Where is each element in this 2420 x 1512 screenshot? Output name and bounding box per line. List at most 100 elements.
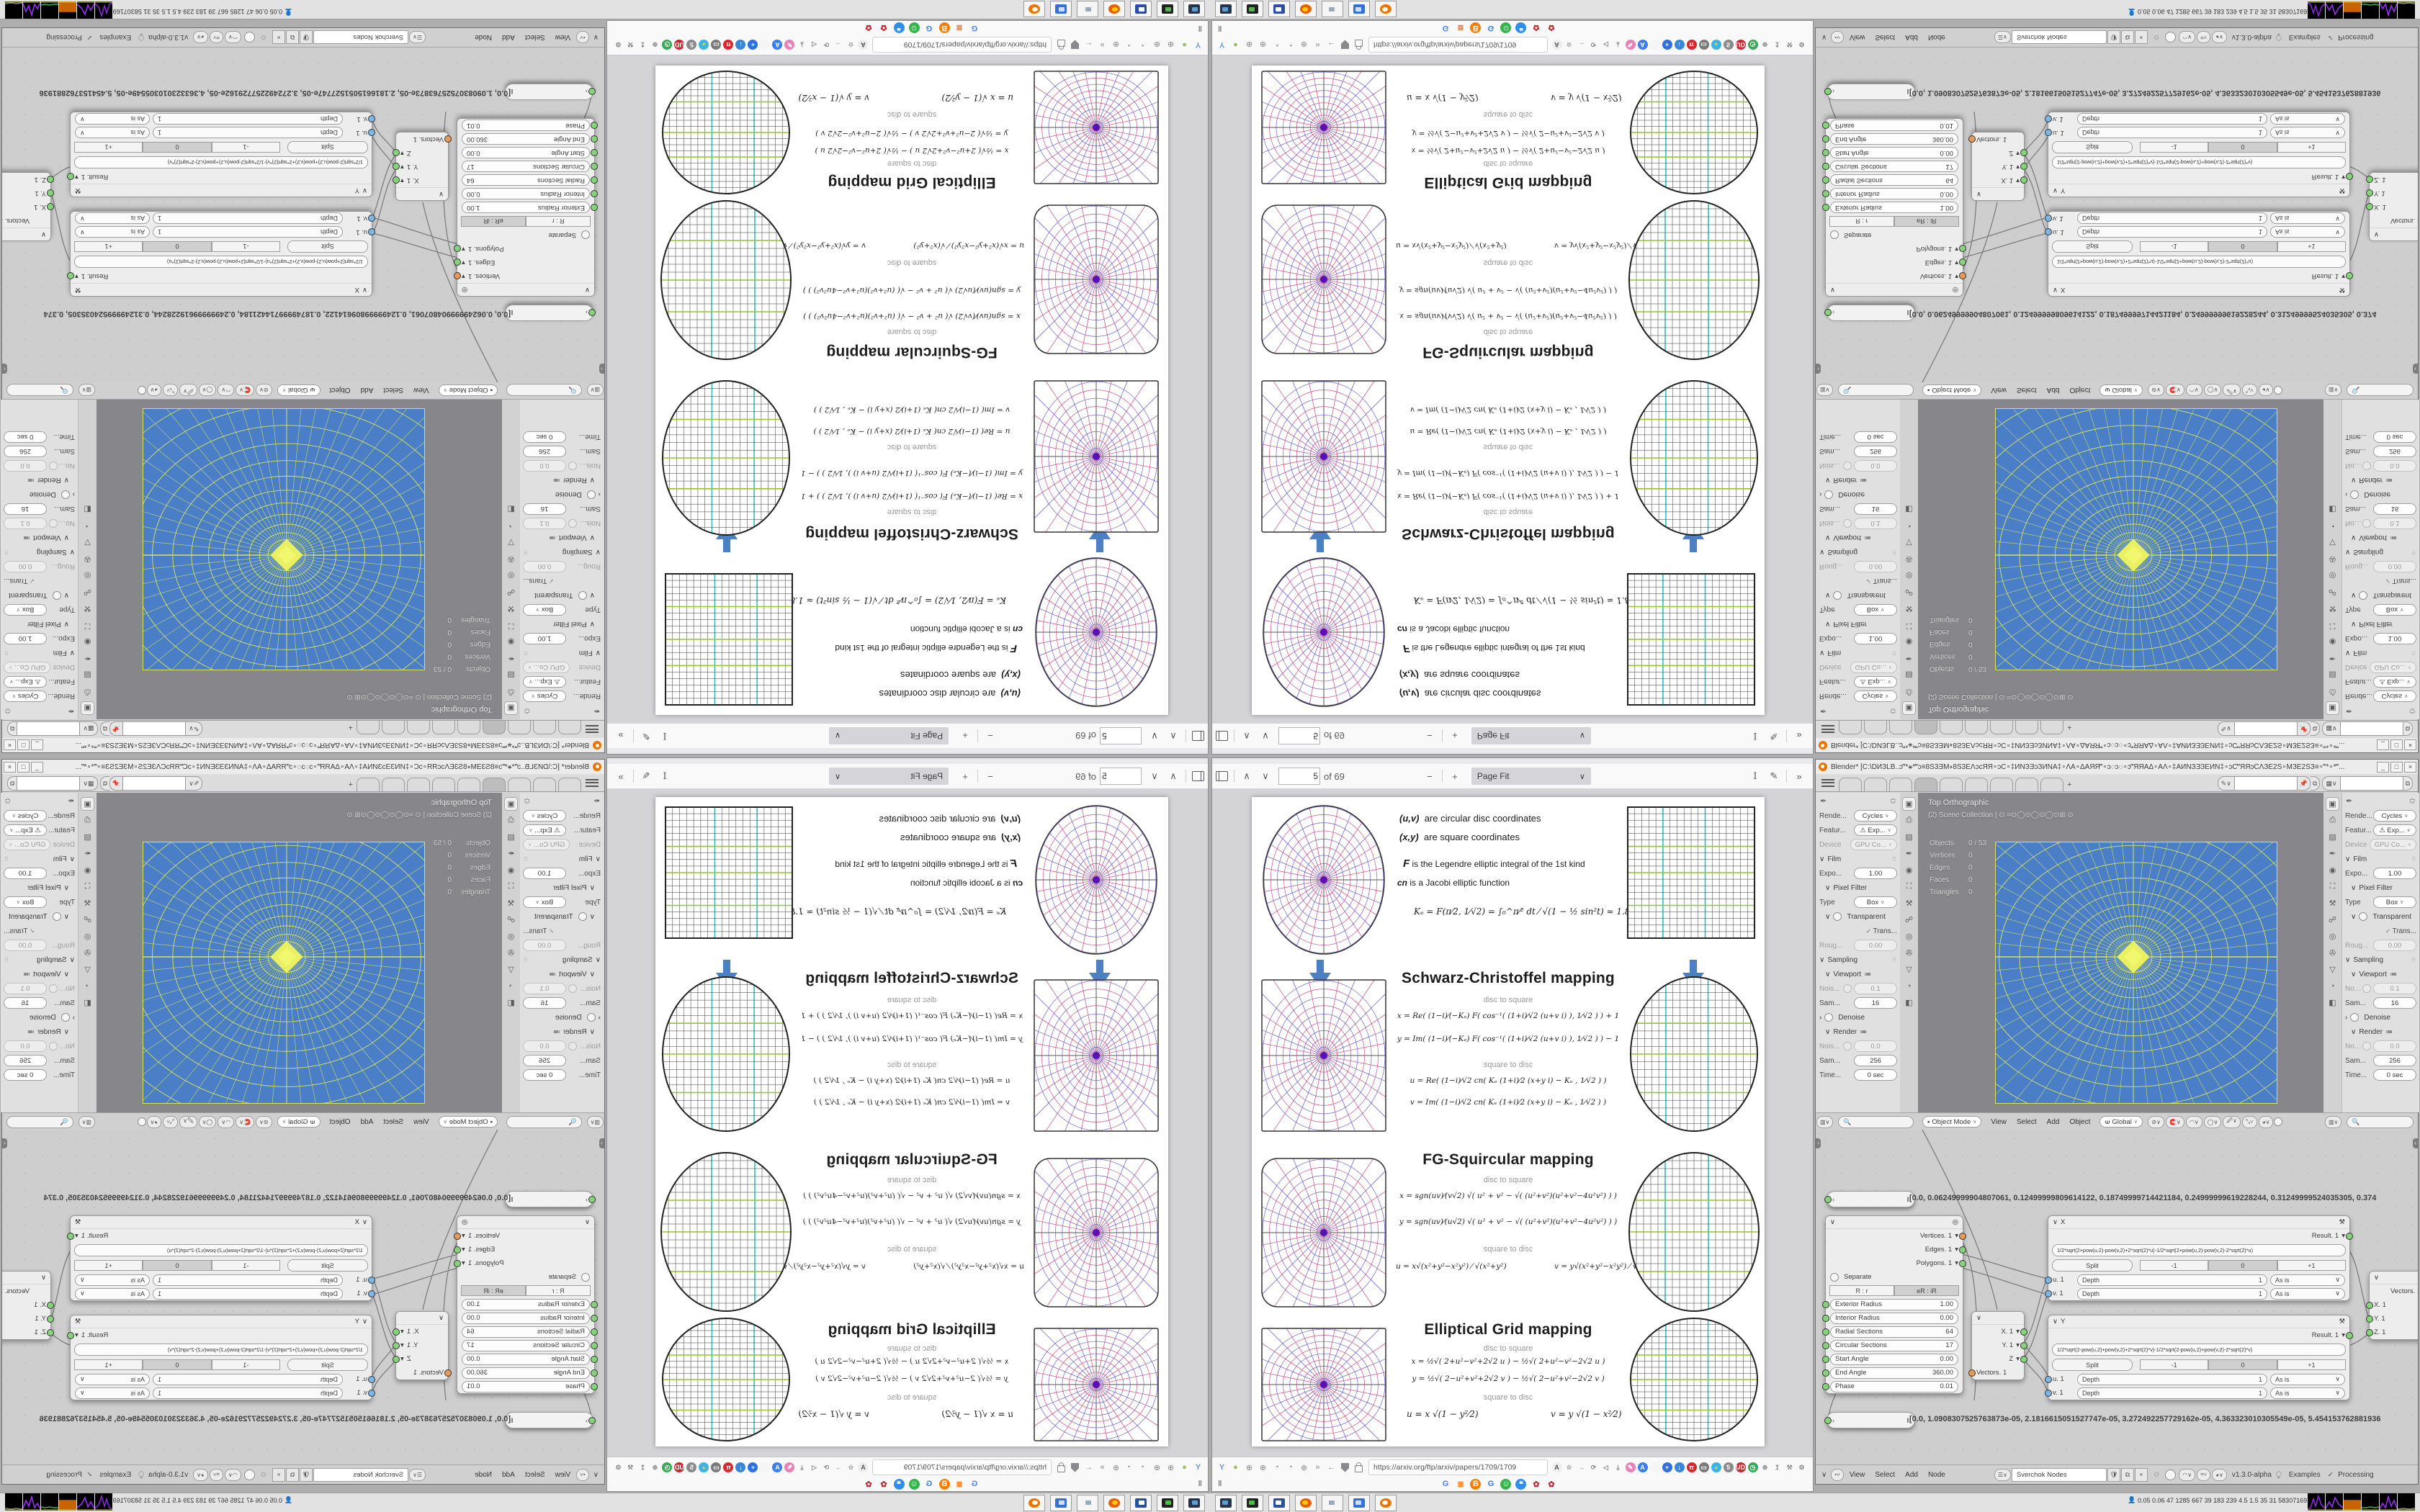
google-icon[interactable]: G [1442,24,1449,32]
taskbar-icon-blender[interactable] [1375,1,1397,17]
property-value[interactable]: 0 sec [4,431,47,443]
property-row-roug[interactable]: Roug... 0.00 [1,938,78,953]
checkbox-icon[interactable] [60,490,70,499]
workspace-tab[interactable] [558,778,581,791]
property-row-featur[interactable]: Featur... ⚠ Exp... ∨ [1,675,78,689]
socket-icon[interactable] [2020,1356,2027,1363]
brush-button[interactable]: 🖉∨ [179,1115,197,1128]
toggle-icon[interactable] [568,984,577,993]
param-slider[interactable]: Circular Sections 17 [1830,161,1958,173]
property-value[interactable]: 0.00 [1854,940,1897,951]
properties-tab-icon[interactable]: ◔ [85,521,90,531]
brush-button[interactable]: 🖉∨ [2223,1115,2241,1128]
ring-param-row[interactable]: Circular Sections 17 [457,1338,598,1352]
clock-icon[interactable]: ◷ [1747,40,1758,50]
ring-param-row[interactable]: Start Angle 0.00 [457,1352,598,1366]
proportional-button[interactable]: ◠∨ [2185,1115,2202,1128]
sidebar-toggle-button[interactable] [1214,728,1229,744]
checkbox-icon[interactable] [52,912,61,921]
checkbox-icon[interactable] [586,490,596,499]
properties-tab-icon[interactable]: ✇ [507,554,515,563]
sverchok-node-editor[interactable]: › ‹ › ‖ [0.0, 0.06249999904807061, 0.1249… [2,28,604,382]
socket-icon[interactable] [1822,1342,1829,1349]
workspace-tab[interactable] [2040,778,2063,791]
viewer-node-collapsed[interactable]: › ‖ [505,1412,596,1428]
editor-type-button[interactable]: ▥∨ [78,384,95,397]
mode-option[interactable]: eR : iR [1894,216,1959,227]
ring-mode-switch[interactable]: R : r eR : iR [1829,216,1959,227]
property-row-denoise[interactable]: › Denoise [520,487,604,502]
property-row-type[interactable]: Type Box ∨ [2342,603,2419,617]
param-slider[interactable]: Start Angle 0.00 [462,1353,590,1365]
property-row-roug[interactable]: Roug... 0.00 [520,938,604,953]
properties-tab-icon[interactable]: ✒ [507,654,515,662]
snapping-button[interactable]: ⌗∨ [209,31,223,44]
properties-tab-icon[interactable]: ⛶ [508,882,514,891]
wrap-switch[interactable]: -1 0 +1 [2140,142,2346,153]
mode-select[interactable]: ▪ Object Mode ∨ [438,384,498,396]
mode-select[interactable]: ▪ Object Mode ∨ [1922,384,1982,396]
socket-icon[interactable] [2366,176,2373,183]
maximize-button[interactable]: □ [17,761,30,773]
asis-select[interactable]: As is ∨ [2270,127,2345,139]
brush-icon[interactable]: ✎ [1625,40,1636,50]
proportional-edit-button[interactable]: ◠∨ [2179,31,2196,44]
wrap-option[interactable]: -1 [2140,1260,2209,1271]
pin-icon[interactable]: ✩ [260,33,267,42]
plus-circle-icon[interactable]: + [748,1462,758,1472]
menu-node[interactable]: Node [475,33,493,42]
property-value[interactable]: 0 sec [1854,1069,1897,1081]
properties-tab-icon[interactable]: ▽ [508,538,514,546]
property-value[interactable]: 1.00 [4,633,47,644]
socket-icon[interactable] [2020,176,2027,184]
chat-icon[interactable]: ❝ [1515,1478,1527,1490]
oval-icon[interactable] [1649,1462,1660,1472]
property-row-transparent[interactable]: ∨ Transparent [1816,588,1900,603]
property-value[interactable]: 1.00 [523,633,566,644]
workspace-tab[interactable] [508,778,531,791]
maximize-button[interactable]: □ [2390,739,2403,751]
properties-tab-icon[interactable]: ▽ [1906,966,1912,974]
property-value[interactable]: 0.0 [2373,460,2416,472]
property-row-denoise[interactable]: › Denoise [520,1010,604,1025]
gauge1-icon[interactable]: ◔ [1141,40,1146,49]
property-row-time[interactable]: Time... 0 sec [1,430,78,444]
wrap-switch[interactable]: -1 0 +1 [2140,241,2346,252]
wrap-option[interactable]: +1 [74,1260,143,1271]
workspace-tab[interactable] [533,778,556,791]
property-row-pixelfilter[interactable]: ∨ Pixel Filter [1816,617,1900,631]
depth-field[interactable]: Depth 1 [153,127,343,139]
socket-icon[interactable] [393,163,400,170]
hamburger-menu-icon[interactable] [586,723,599,736]
translate-icon[interactable]: A [1551,1462,1562,1472]
split-button[interactable]: Split [2052,240,2133,253]
socket-icon[interactable] [368,115,375,122]
checkbox-icon[interactable] [581,1272,590,1282]
param-slider[interactable]: Exterior Radius 1.00 [462,1298,590,1310]
property-value[interactable]: Cycles ∨ [4,690,47,702]
node-tree-selector[interactable]: Sverchok Nodes [313,30,409,45]
viewer-node-collapsed[interactable]: › ‖ [1824,305,1915,321]
property-value[interactable]: ⚠ Exp... ∨ [523,824,566,836]
ring-param-row[interactable]: Start Angle 0.00 [1822,146,1963,160]
badge5-icon[interactable]: 5 [686,1462,697,1472]
pivot-button[interactable]: ◯∨ [198,384,217,397]
property-row-transparent[interactable]: ∨ Transparent [1,588,78,603]
property-row-sampling[interactable]: ∨ Sampling ⠿ [2342,953,2419,967]
clock-icon[interactable]: ◷ [1747,1462,1758,1472]
workspace-tab[interactable] [533,721,556,734]
mode-option[interactable]: R : r [1829,1285,1894,1296]
badge5-icon[interactable]: 5 [1723,1462,1734,1472]
property-row-film[interactable]: ∨ Film ⠿ [1816,852,1900,866]
socket-icon[interactable] [1822,204,1829,211]
toolbar-more-button[interactable]: » [618,770,624,782]
google-icon[interactable]: G [971,24,978,32]
ring-generator-node[interactable]: ∨ ◎ Vertices. 1 ▾ Edges. 1 ▾ Polygons. 1 ▾ Sepa… [1822,118,1966,297]
draw-tool-button[interactable]: ✎ [642,731,650,742]
copy-icon[interactable]: ⧉ [286,1467,300,1482]
property-value[interactable]: 0.0 [1854,1040,1897,1052]
ud-shield-icon[interactable]: UD [1735,1462,1746,1472]
socket-icon[interactable] [1822,1315,1829,1322]
socket-icon[interactable] [2045,129,2052,136]
socket-icon[interactable] [2366,203,2373,210]
